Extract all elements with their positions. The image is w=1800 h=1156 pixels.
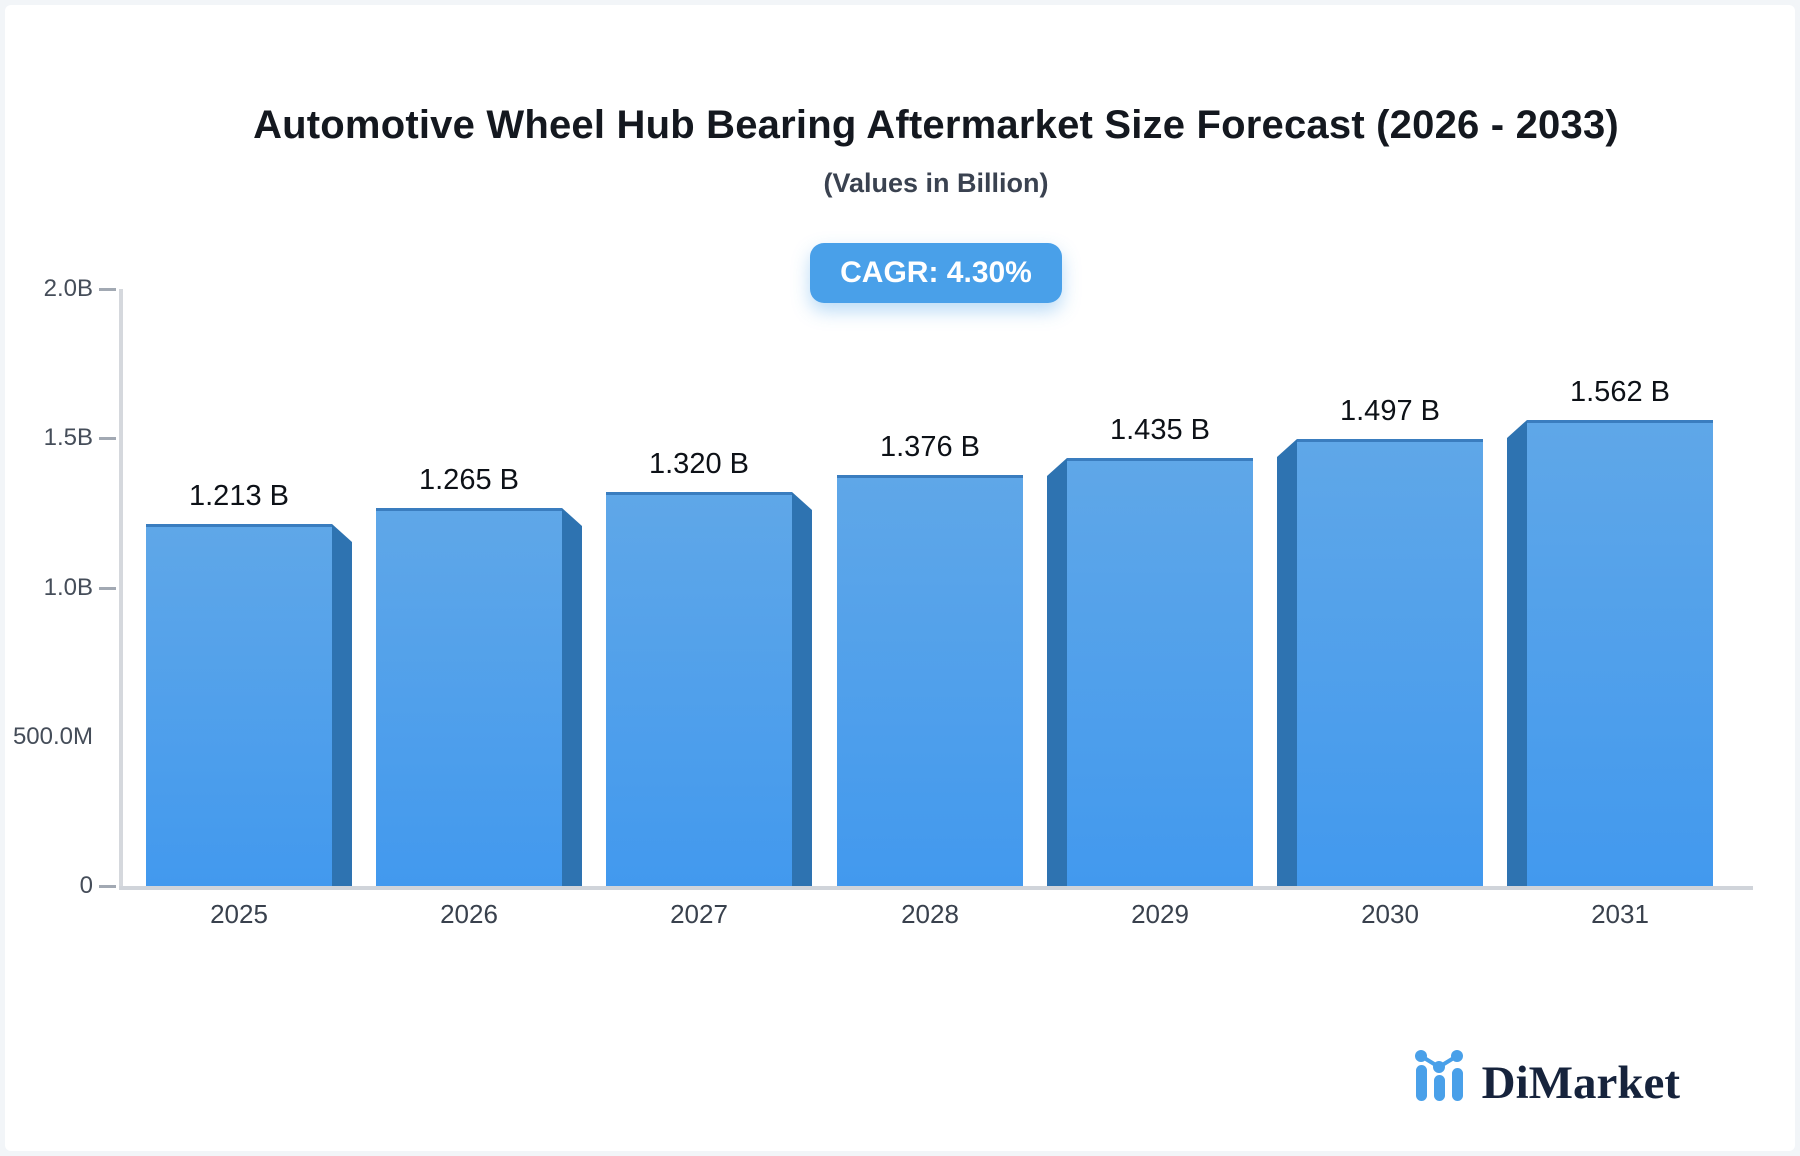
bar-chart-plot-area: 2.0B 1.5B 1.0B 500.0M 0 1.213 B 2025 1.265 B 202…	[5, 5, 1795, 1151]
bar-value-label: 1.562 B	[1570, 376, 1670, 408]
bar[interactable]	[376, 508, 562, 886]
bar-line-chart-icon	[1414, 1050, 1463, 1101]
y-axis-label: 2.0B	[43, 275, 93, 302]
bar-side-face	[1277, 439, 1297, 886]
y-axis-tick	[99, 288, 116, 291]
bar[interactable]	[837, 475, 1023, 886]
bar-value-label: 1.320 B	[649, 448, 749, 480]
chart-card: Automotive Wheel Hub Bearing Aftermarket…	[5, 5, 1795, 1151]
cagr-badge: CAGR: 4.30%	[810, 243, 1062, 303]
y-axis-label: 500.0M	[12, 723, 93, 750]
bar-value-label: 1.265 B	[419, 464, 519, 496]
bar[interactable]	[1067, 458, 1253, 886]
bar-value-label: 1.435 B	[1110, 414, 1210, 446]
y-axis-label: 0	[79, 872, 93, 899]
chart-header: Automotive Wheel Hub Bearing Aftermarket…	[119, 101, 1753, 303]
y-axis-label: 1.0B	[43, 574, 93, 601]
bar-side-face	[792, 492, 812, 886]
bar[interactable]	[1527, 420, 1713, 886]
logo-text: DiMarket	[1481, 1057, 1680, 1109]
x-axis-line	[119, 886, 1753, 890]
chart-subtitle: (Values in Billion)	[823, 168, 1049, 198]
bar-value-label: 1.213 B	[189, 480, 289, 512]
chart-title: Automotive Wheel Hub Bearing Aftermarket…	[253, 103, 1619, 147]
bar-value-label: 1.376 B	[880, 431, 980, 463]
bar-side-face	[1507, 420, 1527, 886]
y-axis-tick	[99, 587, 116, 590]
bar-side-face	[562, 508, 582, 886]
bar-side-face	[1047, 458, 1067, 886]
bar[interactable]	[606, 492, 792, 886]
bar-side-face	[332, 524, 352, 886]
bar[interactable]	[146, 524, 332, 886]
x-axis-label: 2027	[670, 899, 728, 929]
x-axis-label: 2030	[1361, 899, 1419, 929]
y-axis-tick	[99, 885, 116, 888]
x-axis-label: 2028	[901, 899, 959, 929]
x-axis-label: 2029	[1131, 899, 1189, 929]
dimarket-logo: DiMarket	[1412, 1048, 1680, 1109]
y-axis-line	[119, 289, 123, 890]
y-axis-tick	[99, 437, 116, 440]
x-axis-label: 2026	[440, 899, 498, 929]
bar[interactable]	[1297, 439, 1483, 886]
y-axis-label: 1.5B	[43, 424, 93, 451]
x-axis-label: 2025	[210, 899, 268, 929]
x-axis-label: 2031	[1591, 899, 1649, 929]
bar-value-label: 1.497 B	[1340, 395, 1440, 427]
